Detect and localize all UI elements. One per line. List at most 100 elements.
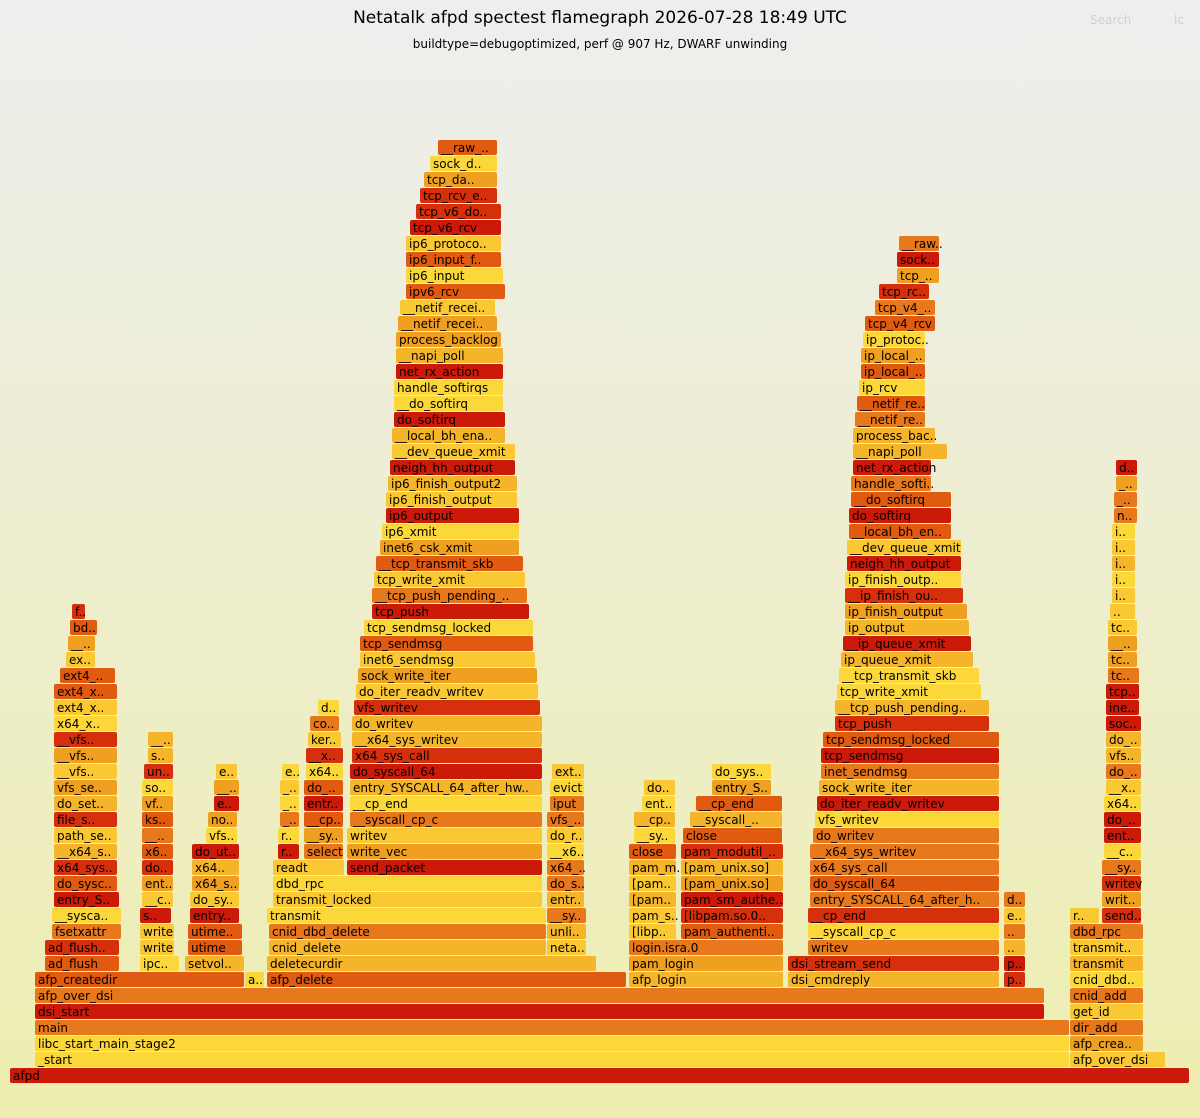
frame-do-sy-47[interactable]: do_sy..: [190, 892, 239, 907]
frame-rect[interactable]: [352, 732, 542, 747]
frame-transmit-39[interactable]: transmit: [267, 908, 546, 923]
frame-rect[interactable]: [350, 812, 542, 827]
frame-do-239[interactable]: do_..: [1106, 732, 1141, 747]
frame-net-rx-action-194[interactable]: net_rx_action: [396, 364, 503, 379]
frame-ent-55[interactable]: ent..: [142, 876, 173, 891]
frame-rect[interactable]: [690, 812, 782, 827]
frame-vfs-130[interactable]: __vfs..: [54, 748, 117, 763]
frame-rect[interactable]: [1004, 972, 1025, 987]
frame-rect[interactable]: [356, 684, 538, 699]
frame-rect[interactable]: [1112, 572, 1135, 587]
frame-rect[interactable]: [1104, 796, 1141, 811]
frame-rect[interactable]: [849, 524, 951, 539]
frame-ip-local-197[interactable]: ip_local_..: [861, 348, 925, 363]
frame-rect[interactable]: [388, 476, 517, 491]
frame-netif-recei-202[interactable]: __netif_recei..: [400, 300, 495, 315]
frame-rect[interactable]: [70, 620, 97, 635]
frame-ext-127[interactable]: ext..: [552, 764, 584, 779]
frame-rect[interactable]: [352, 716, 542, 731]
frame-rect[interactable]: [1106, 684, 1139, 699]
frame-rect[interactable]: [142, 844, 173, 859]
frame-rect[interactable]: [851, 476, 931, 491]
frame-rect[interactable]: [438, 140, 497, 155]
frame-rect[interactable]: [863, 332, 925, 347]
frame-unli-31[interactable]: unli..: [547, 924, 586, 939]
frame-rect[interactable]: [406, 236, 501, 251]
frame-tc-244[interactable]: tc..: [1108, 652, 1137, 667]
frame-f-163[interactable]: f..: [72, 604, 86, 619]
frame--245[interactable]: __..: [1108, 636, 1137, 651]
frame-rect[interactable]: [350, 764, 542, 779]
frame-x-132[interactable]: __x..: [306, 748, 343, 763]
frame-rect[interactable]: [1070, 1020, 1143, 1035]
frame-rect[interactable]: [148, 732, 173, 747]
frame-cp-95[interactable]: __cp..: [304, 812, 343, 827]
frame-cnid-dbd-delete-30[interactable]: cnid_dbd_delete: [269, 924, 546, 939]
frame-dev-queue-xmit-173[interactable]: __dev_queue_xmit: [847, 540, 961, 555]
frame-rect[interactable]: [1106, 780, 1141, 795]
frame-rect[interactable]: [1004, 924, 1025, 939]
frame-ad-flush-19[interactable]: ad_flush..: [45, 940, 119, 955]
frame-rect[interactable]: [273, 876, 542, 891]
frame-pam-50[interactable]: [pam..: [629, 892, 676, 907]
frame-pam-59[interactable]: [pam..: [629, 876, 676, 891]
frame-cnid-delete-22[interactable]: cnid_delete: [269, 940, 546, 955]
frame-transmit-225[interactable]: transmit..: [1070, 940, 1143, 955]
frame-rect[interactable]: [1106, 732, 1141, 747]
frame-x6-77[interactable]: __x6..: [547, 844, 584, 859]
frame-soc-240[interactable]: soc..: [1106, 716, 1141, 731]
frame-entry-syscall-64-after-h-52[interactable]: entry_SYSCALL_64_after_h..: [810, 892, 999, 907]
frame-rect[interactable]: [1004, 956, 1025, 971]
frame-ip-local-195[interactable]: ip_local_..: [861, 364, 925, 379]
frame-rect[interactable]: [142, 780, 173, 795]
frame-ip-finish-ou-167[interactable]: __ip_finish_ou..: [845, 588, 963, 603]
frame-cnid-dbd-223[interactable]: cnid_dbd..: [1070, 972, 1143, 987]
frame-rect[interactable]: [54, 716, 117, 731]
frame-rect[interactable]: [1070, 908, 1099, 923]
frame-rect[interactable]: [1110, 604, 1135, 619]
frame-ker-137[interactable]: ker..: [308, 732, 341, 747]
frame-rect[interactable]: [392, 444, 515, 459]
frame-afp-delete-8[interactable]: afp_delete: [267, 972, 626, 987]
frame-rect[interactable]: [304, 812, 343, 827]
frame-syscall-cp-c-34[interactable]: __syscall_cp_c: [808, 924, 999, 939]
frame-rect[interactable]: [372, 604, 529, 619]
frame-setvol-14[interactable]: setvol..: [185, 956, 244, 971]
frame-write-28[interactable]: write: [140, 924, 174, 939]
frame-do-syscall-64-126[interactable]: do_syscall_64: [350, 764, 542, 779]
search-button[interactable]: Search: [1090, 13, 1132, 27]
frame-rect[interactable]: [1106, 700, 1139, 715]
frame-rect[interactable]: [712, 764, 771, 779]
frame-rect[interactable]: [35, 1052, 1069, 1067]
frame-rect[interactable]: [386, 508, 519, 523]
frame-rect[interactable]: [390, 460, 515, 475]
frame-do-set-101[interactable]: do_set..: [54, 796, 117, 811]
frame-rect[interactable]: [347, 844, 542, 859]
frame-rect[interactable]: [282, 764, 299, 779]
frame-rect[interactable]: [396, 348, 503, 363]
frame-dbd-rpc-226[interactable]: dbd_rpc: [1070, 924, 1143, 939]
frame-rect[interactable]: [821, 764, 999, 779]
frame-do-syscall-64-61[interactable]: do_syscall_64: [810, 876, 999, 891]
frame-rect[interactable]: [54, 684, 117, 699]
frame--247[interactable]: ..: [1110, 604, 1135, 619]
frame-rect[interactable]: [897, 252, 939, 267]
frame-i-251[interactable]: i..: [1112, 540, 1135, 555]
frame-rect[interactable]: [629, 908, 676, 923]
frame-rect[interactable]: [54, 764, 117, 779]
frame-rect[interactable]: [144, 764, 173, 779]
frame-tcp-transmit-skb-153[interactable]: __tcp_transmit_skb: [839, 668, 979, 683]
frame--255[interactable]: _..: [1116, 476, 1137, 491]
frame-rect[interactable]: [681, 908, 783, 923]
frame-rect[interactable]: [642, 796, 675, 811]
frame-rect[interactable]: [1102, 876, 1141, 891]
frame-rect[interactable]: [808, 940, 999, 955]
frame-x64-125[interactable]: x64..: [306, 764, 343, 779]
frame-rect[interactable]: [681, 860, 783, 875]
frame-x64-sys-writev-138[interactable]: __x64_sys_writev: [352, 732, 542, 747]
frame-iput-107[interactable]: iput: [550, 796, 584, 811]
frame-rect[interactable]: [1108, 652, 1137, 667]
frame-a-7[interactable]: a..: [245, 972, 264, 987]
frame-writev-25[interactable]: writev: [808, 940, 999, 955]
frame-rect[interactable]: [845, 620, 969, 635]
